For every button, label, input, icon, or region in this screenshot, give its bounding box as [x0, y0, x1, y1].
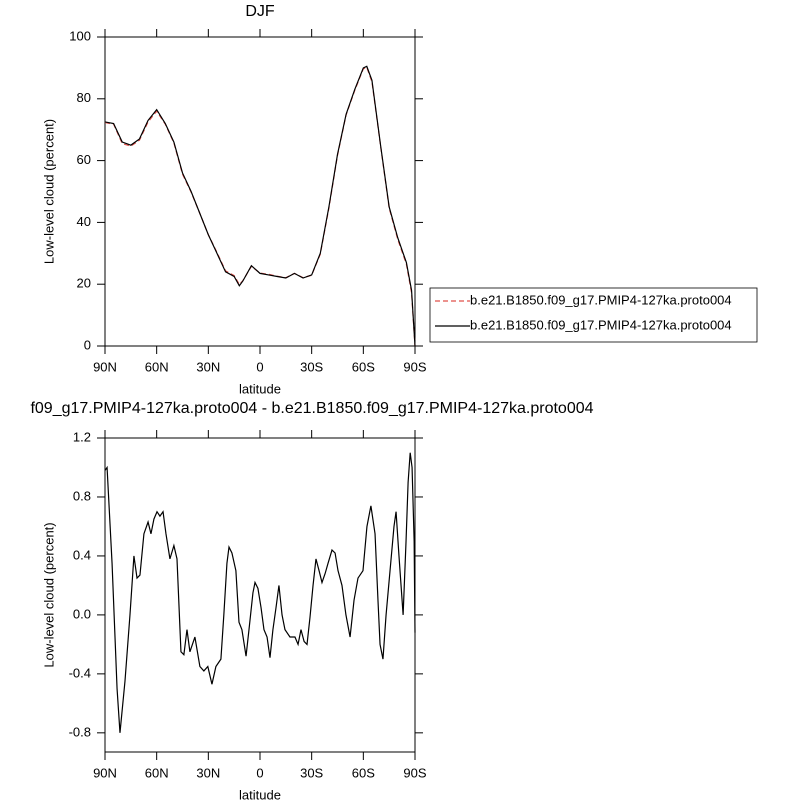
- x-tick-label: 90N: [93, 765, 117, 780]
- y-tick-label: -0.8: [69, 724, 91, 739]
- y-tick-label: -0.4: [69, 665, 91, 680]
- series-line: [104, 452, 416, 733]
- x-tick-label: 30S: [300, 765, 323, 780]
- legend-box: [429, 287, 758, 343]
- x-tick-label: 90N: [93, 359, 117, 374]
- legend-label: b.e21.B1850.f09_g17.PMIP4-127ka.proto004: [470, 292, 732, 307]
- y-tick-label: 1.2: [73, 429, 91, 444]
- x-tick-label: 0: [256, 765, 263, 780]
- y-tick-label: 0.8: [73, 488, 91, 503]
- plot-frame: [104, 437, 416, 753]
- x-tick-label: 60N: [145, 359, 169, 374]
- series-line: [104, 66, 416, 347]
- y-axis-label: Low-level cloud (percent): [41, 119, 56, 264]
- x-tick-label: 30N: [196, 765, 220, 780]
- x-tick-label: 30S: [300, 359, 323, 374]
- x-tick-label: 90S: [403, 765, 426, 780]
- y-axis-label: Low-level cloud (percent): [41, 522, 56, 667]
- x-tick-label: 90S: [403, 359, 426, 374]
- x-axis-label: latitude: [239, 787, 281, 800]
- x-tick-label: 60N: [145, 765, 169, 780]
- x-axis-label: latitude: [239, 381, 281, 396]
- series-line: [104, 65, 416, 347]
- y-tick-label: 40: [77, 214, 91, 229]
- legend-label: b.e21.B1850.f09_g17.PMIP4-127ka.proto004: [470, 317, 732, 332]
- x-tick-label: 30N: [196, 359, 220, 374]
- x-tick-label: 0: [256, 359, 263, 374]
- x-tick-label: 60S: [352, 765, 375, 780]
- y-tick-label: 20: [77, 276, 91, 291]
- y-tick-label: 0: [84, 337, 91, 352]
- plot-frame: [104, 36, 416, 347]
- y-tick-label: 80: [77, 90, 91, 105]
- y-tick-label: 100: [69, 28, 91, 43]
- x-tick-label: 60S: [352, 359, 375, 374]
- chart-title: f09_g17.PMIP4-127ka.proto004 - b.e21.B18…: [30, 400, 593, 417]
- y-tick-label: 0.0: [73, 606, 91, 621]
- y-tick-label: 0.4: [73, 547, 91, 562]
- y-tick-label: 60: [77, 152, 91, 167]
- chart-title: DJF: [245, 3, 275, 20]
